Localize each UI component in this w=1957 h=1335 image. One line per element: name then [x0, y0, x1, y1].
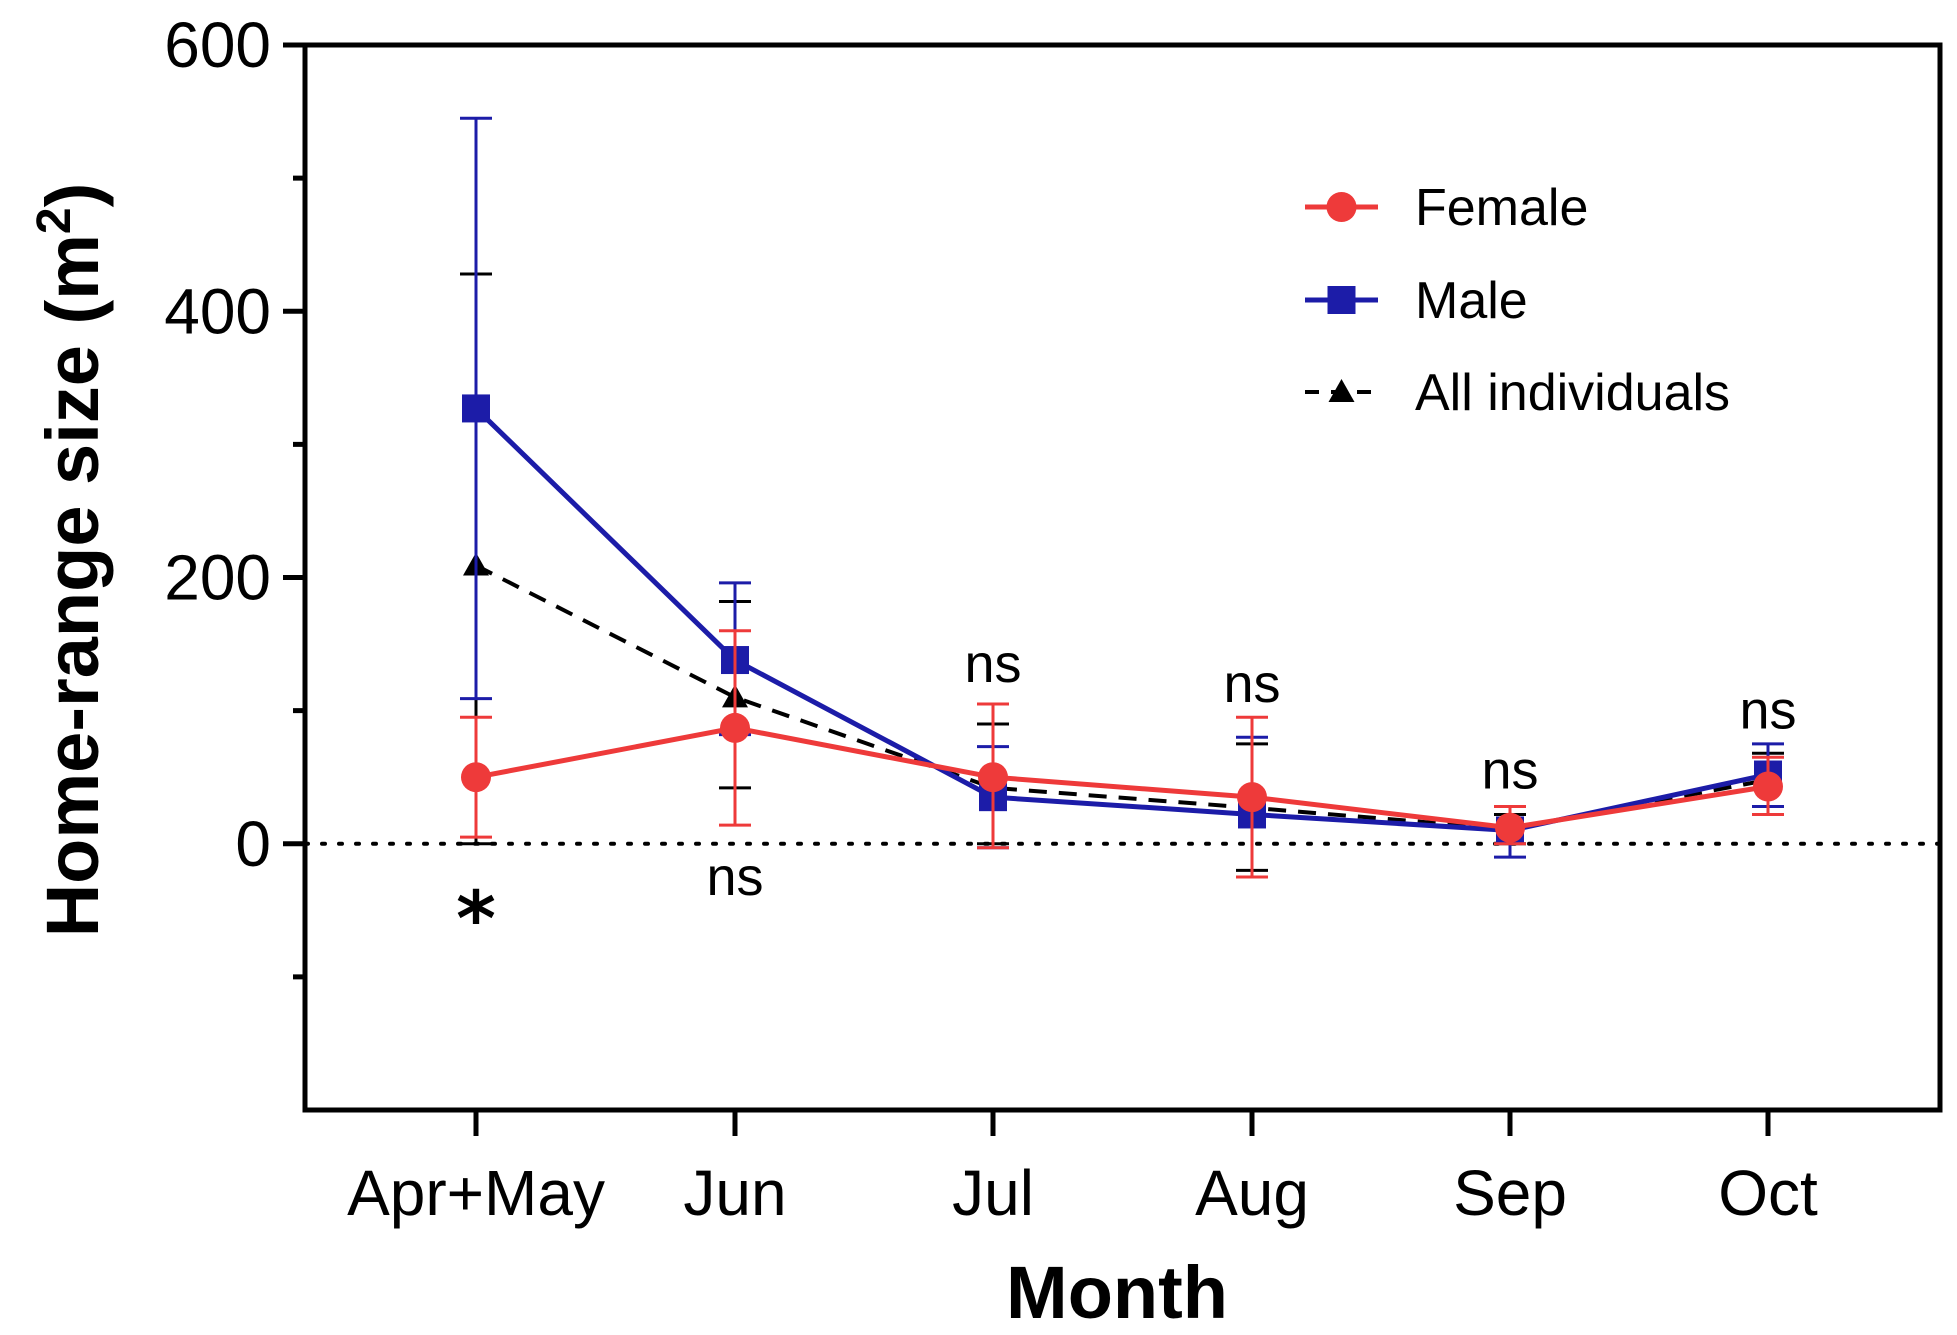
x-tick-label: Sep [1453, 1157, 1567, 1229]
series-line-male [474, 406, 1769, 833]
x-tick-label: Aug [1195, 1157, 1309, 1229]
x-tick-label: Oct [1718, 1157, 1818, 1229]
y-axis-title-suffix: ) [31, 183, 114, 208]
data-point-female [720, 712, 750, 743]
legend-item-female: Female [1305, 179, 1588, 237]
y-tick-label: 600 [164, 9, 271, 81]
data-point-female [1237, 782, 1267, 813]
series-line-female [475, 725, 1769, 831]
series-layer [460, 116, 1784, 879]
significance-label: ns [1481, 741, 1538, 801]
series-female [460, 629, 1784, 879]
legend-marker [1326, 192, 1357, 222]
significance-label: ns [1739, 681, 1796, 741]
data-point-female [461, 762, 491, 793]
x-tick-label: Apr+May [347, 1157, 605, 1229]
data-point-female [978, 762, 1008, 793]
significance-star: * [456, 874, 496, 963]
y-axis-title: Home-range size (m2) [28, 183, 114, 938]
significance-label: ns [1223, 654, 1280, 714]
y-tick-label: 0 [235, 808, 271, 880]
data-point-male [462, 394, 490, 423]
x-tick-label: Jun [683, 1157, 786, 1229]
legend-item-all-individuals: All individuals [1305, 364, 1730, 422]
legend-item-male: Male [1305, 272, 1528, 330]
legend-marker [1328, 379, 1355, 402]
x-tick-label: Jul [952, 1157, 1034, 1229]
y-tick-label: 400 [164, 275, 271, 347]
legend: Female Male All individuals [1305, 179, 1730, 422]
legend-marker [1327, 286, 1356, 314]
x-axis-title: Month [1006, 1251, 1228, 1334]
legend-label: Female [1415, 179, 1588, 237]
y-axis-title-text: Home-range size (m [31, 234, 114, 937]
significance-label: ns [706, 847, 763, 907]
y-axis-title-superscript: 2 [28, 207, 81, 234]
data-point-female [1753, 771, 1783, 802]
y-axis: 0 200 400 600 [164, 9, 305, 980]
significance-label: ns [964, 634, 1021, 694]
x-axis: Apr+May Jun Jul Aug Sep Oct [347, 1110, 1818, 1229]
y-tick-label: 200 [164, 542, 271, 614]
plot-frame [302, 42, 1943, 1113]
annotation-layer: * ns ns ns ns ns [456, 634, 1796, 963]
legend-label: Male [1415, 272, 1528, 330]
legend-label: All individuals [1415, 364, 1730, 422]
data-point-female [1495, 812, 1525, 843]
